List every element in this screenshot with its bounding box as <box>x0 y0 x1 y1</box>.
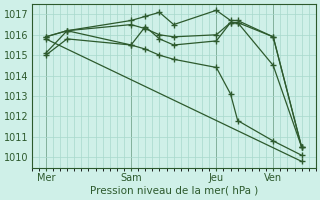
X-axis label: Pression niveau de la mer( hPa ): Pression niveau de la mer( hPa ) <box>90 186 258 196</box>
